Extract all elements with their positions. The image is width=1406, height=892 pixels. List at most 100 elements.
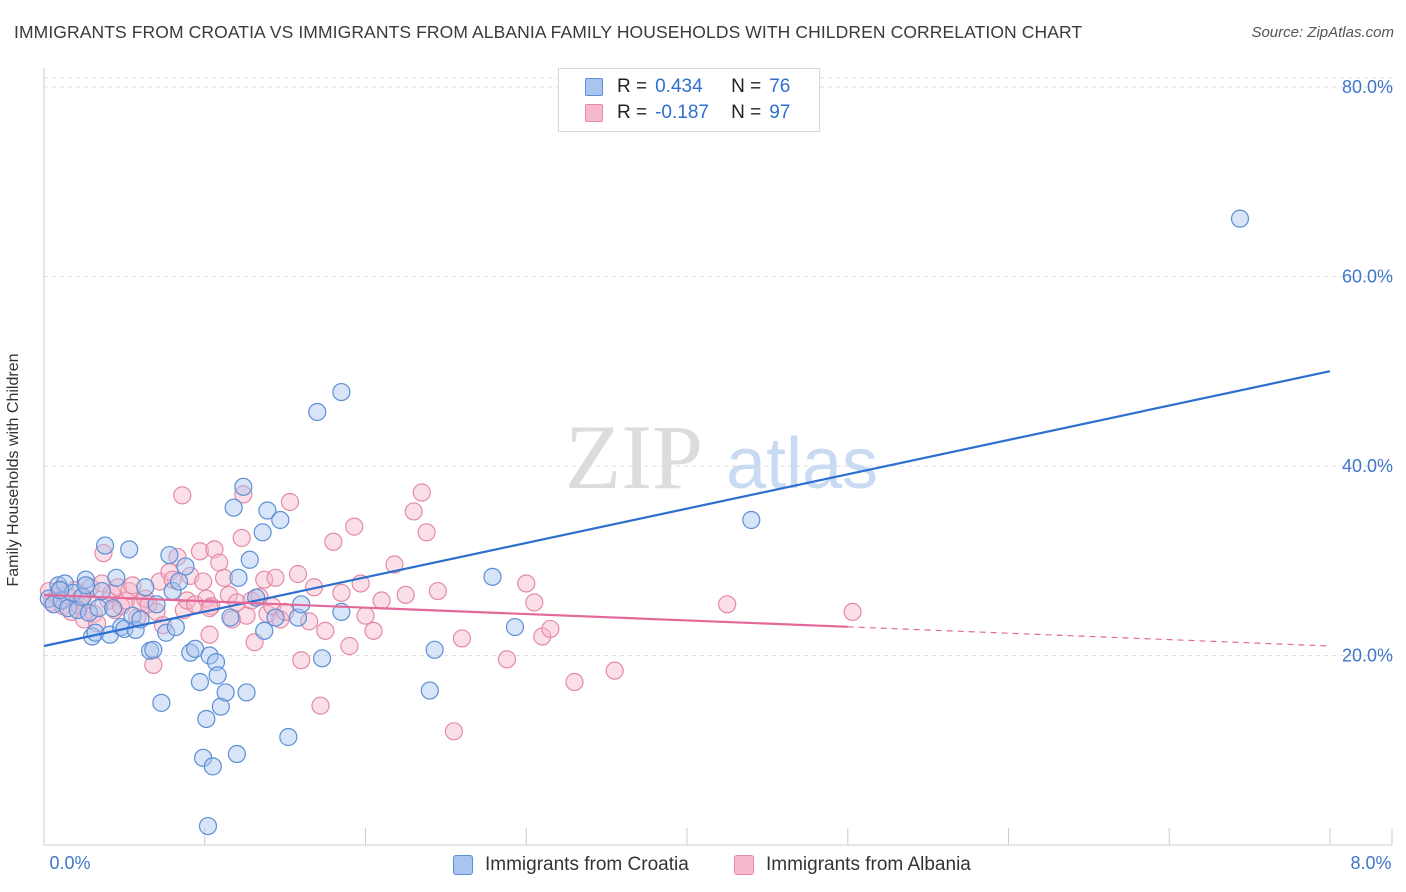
albania-point (417, 523, 436, 542)
albania-point (404, 502, 423, 521)
croatia-point (144, 640, 163, 659)
y-axis-label: Family Households with Children (5, 353, 22, 587)
chart-title: IMMIGRANTS FROM CROATIA VS IMMIGRANTS FR… (14, 22, 1083, 42)
albania-point (280, 492, 300, 512)
legend-row-croatia: R = 0.434 N = 76 (585, 75, 790, 99)
legend-r-value-albania: -0.187 (655, 102, 709, 123)
source-label: Source: ZipAtlas.com (1251, 24, 1394, 41)
croatia-point (198, 816, 218, 836)
croatia-point (107, 568, 126, 587)
croatia-point (483, 567, 502, 586)
croatia-point (425, 640, 444, 659)
albania-point (843, 602, 862, 622)
legend-n-label: N = (731, 102, 762, 123)
albania-point (194, 572, 213, 591)
trend-lines (43, 370, 1331, 648)
croatia-point (240, 550, 259, 569)
albania-point (255, 570, 274, 589)
bottom-legend-albania-label: Immigrants from Albania (766, 854, 971, 875)
y-tick-label: 20.0% (1342, 645, 1393, 665)
albania-point (525, 593, 544, 612)
croatia-point (312, 649, 332, 668)
tick-labels: 20.0% 40.0% 60.0% 80.0% 0.0% 8.0% (49, 77, 1393, 873)
watermark-zip: ZIP (565, 406, 703, 508)
albania-point (173, 486, 192, 505)
croatia-point (229, 568, 248, 587)
croatia-point (79, 603, 99, 622)
bottom-swatch-albania (734, 855, 754, 875)
croatia-point (157, 623, 176, 642)
croatia-point (505, 617, 525, 637)
albania-point (316, 621, 335, 640)
albania-point (292, 651, 311, 670)
legend-row-albania: R = -0.187 N = 97 (585, 101, 790, 125)
croatia-point (76, 570, 95, 589)
legend-r-value-croatia: 0.434 (655, 76, 703, 97)
trend-line-croatia (43, 370, 1331, 648)
albania-point (210, 553, 229, 572)
croatia-point (420, 681, 439, 700)
stats-legend: R = 0.434 N = 76 R = -0.187 N = 97 (558, 68, 820, 132)
albania-point (237, 606, 256, 625)
croatia-point (120, 540, 139, 559)
bottom-legend-croatia: Immigrants from Croatia (453, 852, 689, 878)
axes (43, 68, 1393, 846)
croatia-point (197, 709, 216, 729)
bottom-legend-croatia-label: Immigrants from Croatia (485, 854, 689, 875)
albania-point (200, 625, 219, 644)
croatia-point (92, 581, 111, 601)
croatia-point (190, 672, 210, 692)
albania-point (372, 591, 391, 610)
legend-r-label: R = (617, 76, 648, 97)
y-tick-label: 60.0% (1342, 266, 1393, 286)
croatia-point (208, 666, 227, 685)
y-tick-label: 40.0% (1342, 456, 1393, 476)
croatia-point (237, 683, 256, 702)
albania-point (234, 485, 253, 504)
legend-r-label: R = (617, 102, 648, 123)
croatia-point (152, 693, 171, 712)
croatia-point (258, 501, 277, 520)
croatia-point (216, 683, 235, 702)
croatia-point (253, 523, 272, 542)
albania-point (311, 696, 330, 715)
croatia-point (211, 697, 230, 716)
croatia-point (255, 621, 274, 640)
watermark: ZIP atlas (565, 406, 878, 508)
albania-point (412, 483, 431, 502)
watermark-atlas: atlas (726, 424, 878, 504)
croatia-point (266, 608, 285, 627)
albania-point (232, 528, 251, 548)
croatia-point (200, 646, 219, 665)
albania-point (324, 532, 343, 551)
croatia-point (104, 599, 123, 618)
albania-point (452, 629, 472, 648)
croatia-point (89, 599, 108, 618)
albania-point (517, 574, 536, 593)
albania-point (332, 583, 351, 603)
croatia-point (308, 402, 327, 422)
albania-point (214, 568, 234, 587)
croatia-point (224, 498, 243, 517)
albania-point (190, 542, 210, 561)
croatia-point (76, 576, 95, 595)
croatia-point (742, 510, 761, 530)
legend-n-label: N = (731, 76, 762, 97)
legend-swatch-croatia (585, 78, 603, 96)
croatia-point (332, 382, 351, 402)
albania-point (300, 612, 319, 631)
albania-point (605, 661, 624, 680)
series-croatia-points (39, 209, 1250, 836)
legend-n-value-albania: 97 (769, 102, 791, 123)
y-tick-label: 80.0% (1342, 77, 1393, 97)
croatia-point (1230, 209, 1250, 228)
albania-point (340, 636, 359, 656)
albania-point (364, 621, 383, 640)
trend-line-albania-extension (847, 626, 1331, 647)
albania-point (718, 595, 737, 614)
albania-point (497, 650, 517, 669)
croatia-point (206, 653, 226, 672)
croatia-point (279, 727, 298, 747)
croatia-point (271, 510, 290, 530)
albania-point (565, 672, 584, 692)
